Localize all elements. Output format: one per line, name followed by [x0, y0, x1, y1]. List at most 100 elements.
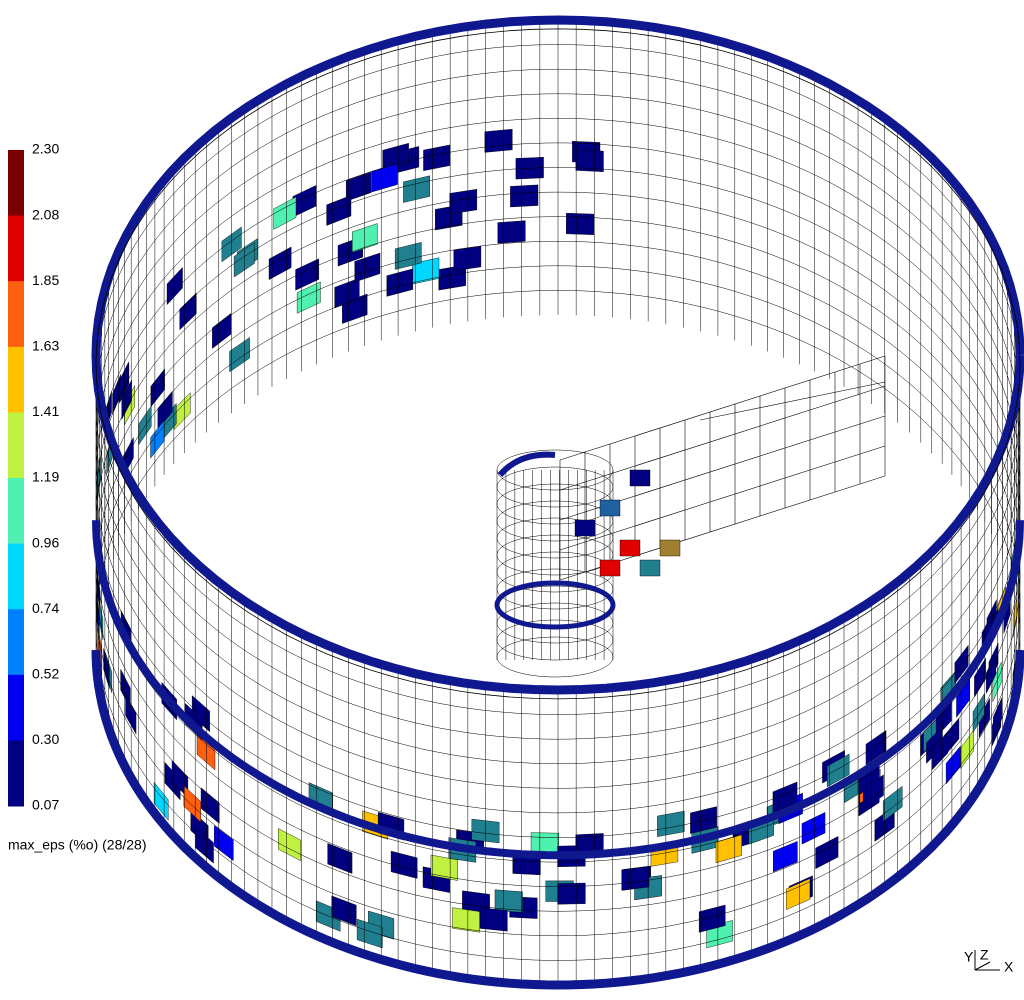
- mesh-ring: [95, 477, 1021, 814]
- element-patch: [183, 785, 201, 823]
- legend-swatch: [8, 215, 24, 282]
- element-patch: [954, 644, 969, 685]
- element-patch: [268, 246, 292, 281]
- element-patch: [214, 825, 234, 862]
- mesh-ring: [95, 142, 1021, 478]
- fem-model: [91, 15, 1024, 990]
- element-patch: [992, 661, 1002, 702]
- element-patch: [326, 195, 352, 226]
- mesh-line: [699, 381, 886, 421]
- rim: [497, 451, 556, 478]
- element-patch: [356, 918, 383, 949]
- mesh-ring: [95, 191, 1021, 528]
- element-patch: [452, 907, 480, 933]
- element-patch: [629, 469, 651, 487]
- legend-tick-label: 1.63: [32, 338, 59, 354]
- element-patch: [715, 834, 742, 864]
- mesh-ring: [95, 216, 1021, 552]
- legend-tick-label: 0.74: [32, 600, 59, 616]
- element-patch: [221, 226, 242, 263]
- mesh-ring: [95, 93, 1021, 429]
- mesh-ring: [95, 290, 1021, 626]
- element-patch: [371, 163, 398, 193]
- element-patch: [150, 368, 165, 408]
- element-patch: [331, 895, 357, 927]
- element-patch: [345, 171, 372, 202]
- mesh-ring: [496, 517, 614, 559]
- element-patch: [557, 882, 586, 905]
- inner-column: [494, 449, 616, 678]
- element-patch: [212, 312, 232, 349]
- legend-tick-label: 1.41: [32, 403, 59, 419]
- mesh-ring: [95, 527, 1021, 863]
- element-patch: [278, 828, 302, 862]
- mesh-ring: [496, 534, 614, 576]
- element-patch: [453, 246, 482, 272]
- mesh-ring: [95, 502, 1021, 838]
- legend-swatch: [8, 609, 24, 676]
- legend-tick-label: 0.52: [32, 666, 59, 682]
- axis-triad: Y Z X: [964, 947, 1014, 975]
- element-patch: [200, 787, 220, 824]
- element-patch: [390, 850, 418, 879]
- element-patch: [327, 843, 353, 874]
- element-patch: [119, 361, 129, 402]
- legend-tick-label: 0.07: [32, 797, 59, 813]
- element-patch: [479, 907, 508, 932]
- element-patch: [497, 220, 526, 244]
- element-patch: [138, 405, 152, 446]
- mesh-ring: [95, 44, 1021, 380]
- element-patch: [659, 539, 681, 557]
- element-patch: [657, 810, 685, 837]
- legend-tick-label: 0.96: [32, 534, 59, 550]
- element-patch: [423, 144, 451, 171]
- element-patch: [195, 826, 214, 864]
- element-patch: [574, 519, 596, 537]
- element-patch: [273, 196, 297, 230]
- legend-tick-label: 2.30: [32, 141, 59, 157]
- mesh-ring: [95, 118, 1021, 454]
- element-patch: [530, 832, 559, 855]
- element-patch: [354, 252, 381, 283]
- legend-swatch: [8, 412, 24, 479]
- element-patch: [566, 212, 595, 235]
- legend-swatch: [8, 281, 24, 348]
- axis-line: [974, 961, 991, 971]
- mesh-ring: [496, 636, 614, 678]
- mesh-ring: [95, 265, 1021, 601]
- mesh-ring: [496, 568, 614, 610]
- element-patch: [121, 379, 132, 420]
- element-patch: [621, 866, 650, 891]
- mesh-line: [559, 385, 886, 491]
- element-patch: [153, 781, 169, 821]
- element-patch: [773, 841, 798, 873]
- element-patch: [599, 499, 621, 517]
- rim: [91, 649, 1024, 990]
- element-patch: [174, 392, 191, 431]
- element-patch: [386, 268, 414, 297]
- mesh-ring: [496, 500, 614, 542]
- element-patch: [945, 745, 961, 785]
- element-patch: [599, 559, 621, 577]
- mesh-line: [559, 355, 886, 461]
- element-patch: [98, 599, 104, 640]
- axis-label: X: [1004, 959, 1014, 975]
- rim: [494, 580, 616, 630]
- element-patch: [403, 175, 430, 203]
- mesh-ring: [496, 449, 614, 491]
- element-patch: [103, 648, 110, 689]
- mesh-ring: [95, 404, 1021, 740]
- legend-swatch: [8, 674, 24, 741]
- element-patch: [972, 692, 985, 734]
- legend-tick-label: 0.30: [32, 731, 59, 747]
- element-patch: [191, 695, 210, 733]
- element-patch: [382, 142, 409, 172]
- element-patch: [510, 184, 539, 208]
- element-patch: [690, 806, 717, 834]
- rim: [92, 520, 1024, 860]
- element-patch: [166, 266, 183, 306]
- element-patch: [292, 185, 317, 218]
- legend-tick-label: 1.85: [32, 272, 59, 288]
- channel: [559, 355, 886, 581]
